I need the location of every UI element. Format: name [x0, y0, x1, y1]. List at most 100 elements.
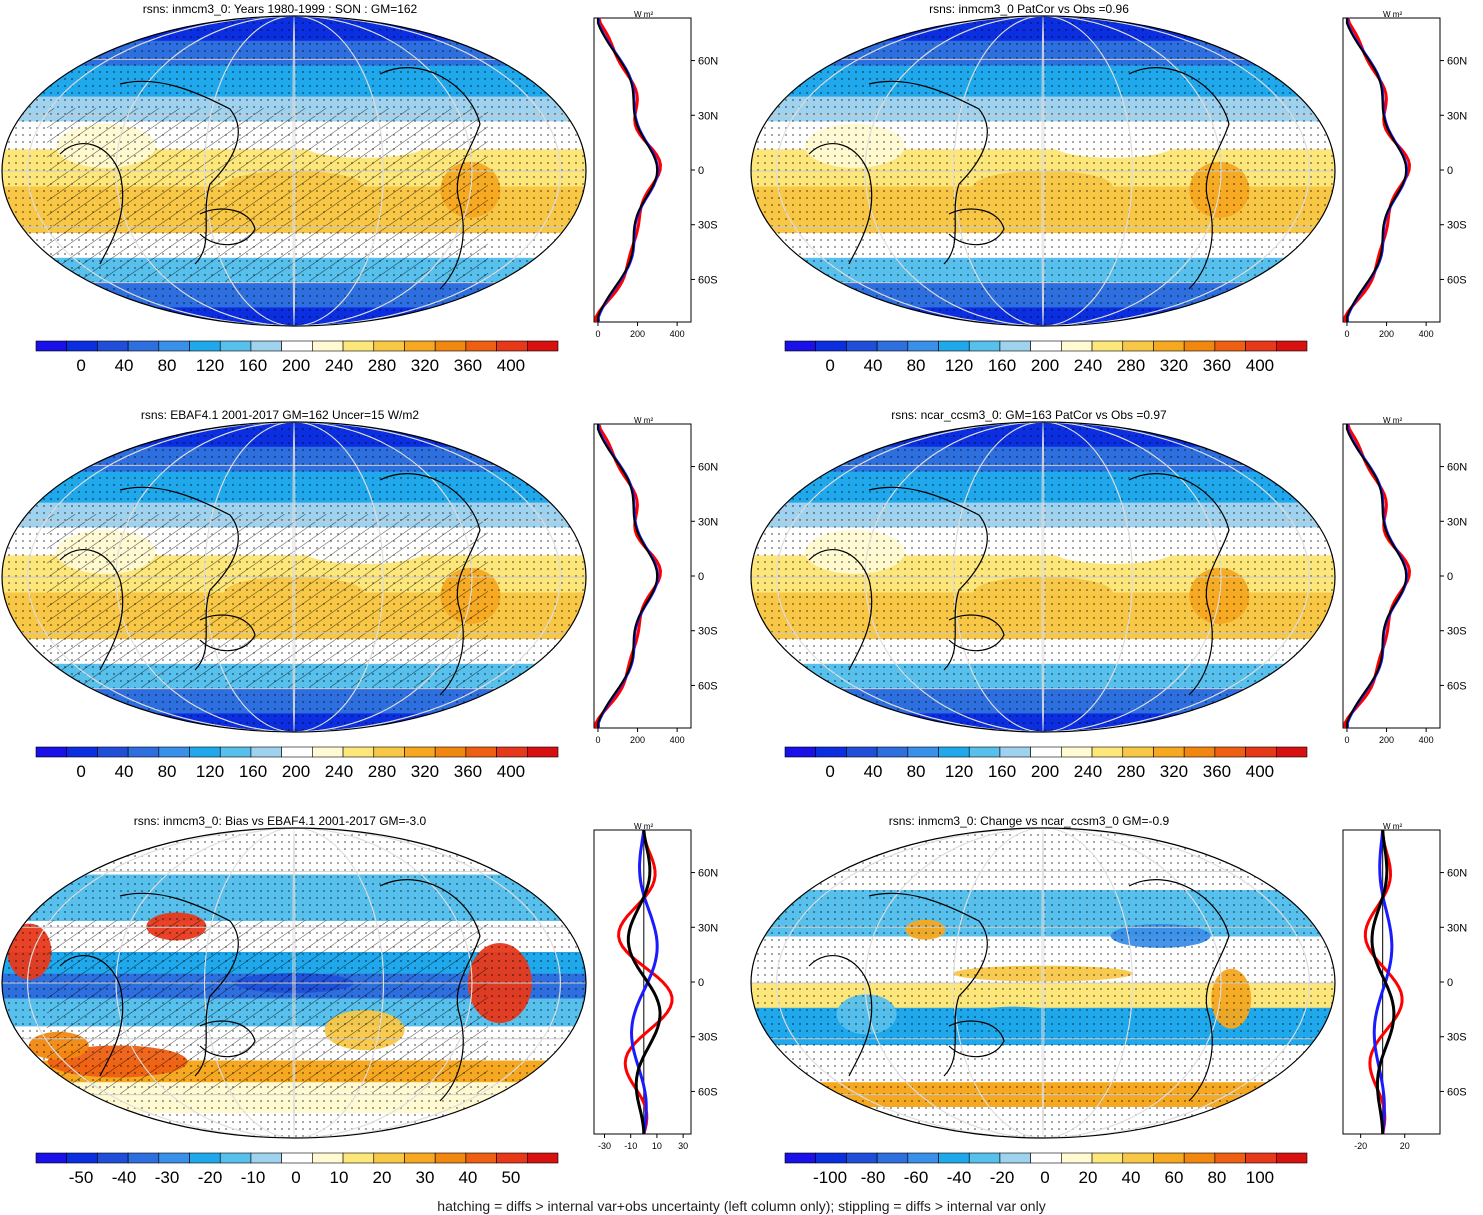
world-map	[1, 15, 587, 327]
profile-black-line	[626, 829, 662, 1135]
profile-units: W m²	[1383, 416, 1402, 425]
profile-units: W m²	[634, 822, 653, 831]
world-map	[750, 15, 1336, 327]
colorbar-tick-label: 280	[367, 356, 397, 375]
colorbar-tick-label: 400	[1245, 356, 1275, 375]
panel-title: rsns: inmcm3_0: Change vs ncar_ccsm3_0 G…	[888, 814, 1170, 828]
lat-label: 30N	[1447, 516, 1467, 528]
profile-x-label: 400	[670, 329, 685, 339]
profile-model-line	[1346, 424, 1409, 728]
profile-obs-line	[1343, 17, 1412, 323]
colorbar-labels: 0 40 80 120 160 200 240 280 320 360 400	[35, 356, 557, 378]
colorbar-tick-label: 0	[291, 1168, 301, 1187]
colorbar-tick-label: 120	[944, 356, 974, 375]
colorbar-tick-label: 20	[1078, 1168, 1098, 1187]
colorbar	[784, 1152, 1308, 1164]
profile-units: W m²	[634, 416, 653, 425]
colorbar-tick-label: 60	[1164, 1168, 1184, 1187]
profile-black-line	[1345, 18, 1408, 322]
lat-label: 0	[1447, 977, 1453, 989]
colorbar-tick-label: 100	[1245, 1168, 1275, 1187]
colorbar-tick-label: 360	[453, 356, 483, 375]
colorbar-tick-label: -10	[240, 1168, 266, 1187]
colorbar-tick-label: 0	[76, 762, 86, 781]
colorbar-tick-label: 20	[372, 1168, 392, 1187]
colorbar	[784, 340, 1308, 352]
lat-label: 30S	[698, 220, 718, 232]
zonal-profile: W m² 60N 30N 0 30S 60S 0 200 400	[593, 10, 718, 339]
colorbar-tick-label: -20	[197, 1168, 223, 1187]
colorbar-tick-label: 240	[324, 762, 354, 781]
colorbar-tick-label: 160	[987, 762, 1017, 781]
footnote: hatching = diffs > internal var+obs unce…	[437, 1198, 1046, 1214]
colorbar-tick-label: -50	[68, 1168, 94, 1187]
zonal-profile: W m² 60N 30N 0 30S 60S 0 200 400	[1342, 10, 1467, 339]
lat-label: 60S	[1447, 680, 1467, 692]
colorbar-tick-label: -80	[860, 1168, 886, 1187]
colorbar-tick-label: 40	[114, 762, 134, 781]
zonal-profile: W m² 60N 30N 0 30S 60S -30 -10 10 30	[593, 822, 718, 1151]
lat-label: 0	[698, 571, 704, 583]
lat-label: 30N	[698, 922, 718, 934]
lat-label: 30S	[1447, 1032, 1467, 1044]
panel-title: rsns: inmcm3_0: Bias vs EBAF4.1 2001-201…	[133, 814, 427, 828]
zonal-profile: W m² 60N 30N 0 30S 60S 0 200 400	[593, 416, 718, 745]
lat-label: 30S	[1447, 626, 1467, 638]
colorbar-tick-label: 120	[195, 762, 225, 781]
panel-p1: rsns: inmcm3_0: Years 1980-1999 : SON : …	[0, 2, 734, 402]
lat-label: 30S	[698, 1032, 718, 1044]
lat-label: 60N	[1447, 462, 1467, 474]
lat-label: 30S	[698, 626, 718, 638]
profile-black-line	[596, 18, 659, 322]
colorbar-tick-label: -100	[813, 1168, 848, 1187]
colorbar-tick-label: 320	[1159, 356, 1189, 375]
colorbar-tick-label: 320	[1159, 762, 1189, 781]
profile-model-line	[597, 18, 660, 322]
colorbar-tick-label: 80	[157, 356, 177, 375]
colorbar-tick-label: 30	[415, 1168, 435, 1187]
world-map	[1, 421, 587, 733]
colorbar-tick-label: 40	[458, 1168, 478, 1187]
colorbar-tick-label: 40	[863, 762, 883, 781]
colorbar-tick-label: 50	[501, 1168, 521, 1187]
colorbar	[35, 340, 559, 352]
profile-x-label: 0	[595, 329, 600, 339]
profile-x-label: -30	[598, 1141, 611, 1151]
profile-black-line	[1370, 829, 1396, 1135]
profile-x-label: 200	[630, 735, 645, 745]
colorbar-tick-label: 0	[825, 762, 835, 781]
lat-label: 60N	[698, 462, 718, 474]
panel-p6: rsns: inmcm3_0: Change vs ncar_ccsm3_0 G…	[749, 814, 1483, 1214]
profile-x-label: 0	[1344, 735, 1349, 745]
profile-model-line	[597, 424, 660, 728]
panel-title: rsns: inmcm3_0 PatCor vs Obs =0.96	[929, 2, 1129, 16]
colorbar-tick-label: 80	[157, 762, 177, 781]
colorbar-tick-label: 0	[1040, 1168, 1050, 1187]
colorbar-labels: -50 -40 -30 -20 -10 0 10 20 30 40 50	[35, 1168, 557, 1190]
profile-x-label: -10	[624, 1141, 637, 1151]
profile-x-label: 400	[670, 735, 685, 745]
colorbar-tick-label: 400	[496, 356, 526, 375]
world-map	[1, 827, 587, 1139]
lat-label: 60N	[1447, 56, 1467, 68]
profile-x-label: 200	[1379, 329, 1394, 339]
colorbar-tick-label: 200	[1030, 356, 1060, 375]
profile-x-label: 0	[595, 735, 600, 745]
world-map	[750, 827, 1336, 1139]
panel-title: rsns: ncar_ccsm3_0: GM=163 PatCor vs Obs…	[891, 408, 1167, 422]
colorbar-tick-label: 0	[825, 356, 835, 375]
colorbar-tick-label: -60	[903, 1168, 929, 1187]
colorbar-tick-label: 240	[1073, 762, 1103, 781]
profile-x-label: 400	[1419, 735, 1434, 745]
colorbar-tick-label: 200	[1030, 762, 1060, 781]
colorbar-tick-label: 160	[238, 356, 268, 375]
colorbar-tick-label: 80	[906, 762, 926, 781]
colorbar-tick-label: 360	[453, 762, 483, 781]
colorbar-tick-label: 120	[944, 762, 974, 781]
profile-black-line	[1345, 424, 1408, 728]
panel-p4: rsns: ncar_ccsm3_0: GM=163 PatCor vs Obs…	[749, 408, 1483, 808]
colorbar-tick-label: 80	[906, 356, 926, 375]
profile-x-label: 30	[678, 1141, 688, 1151]
zonal-profile: W m² 60N 30N 0 30S 60S 0 200 400	[1342, 416, 1467, 745]
lat-label: 0	[1447, 571, 1453, 583]
